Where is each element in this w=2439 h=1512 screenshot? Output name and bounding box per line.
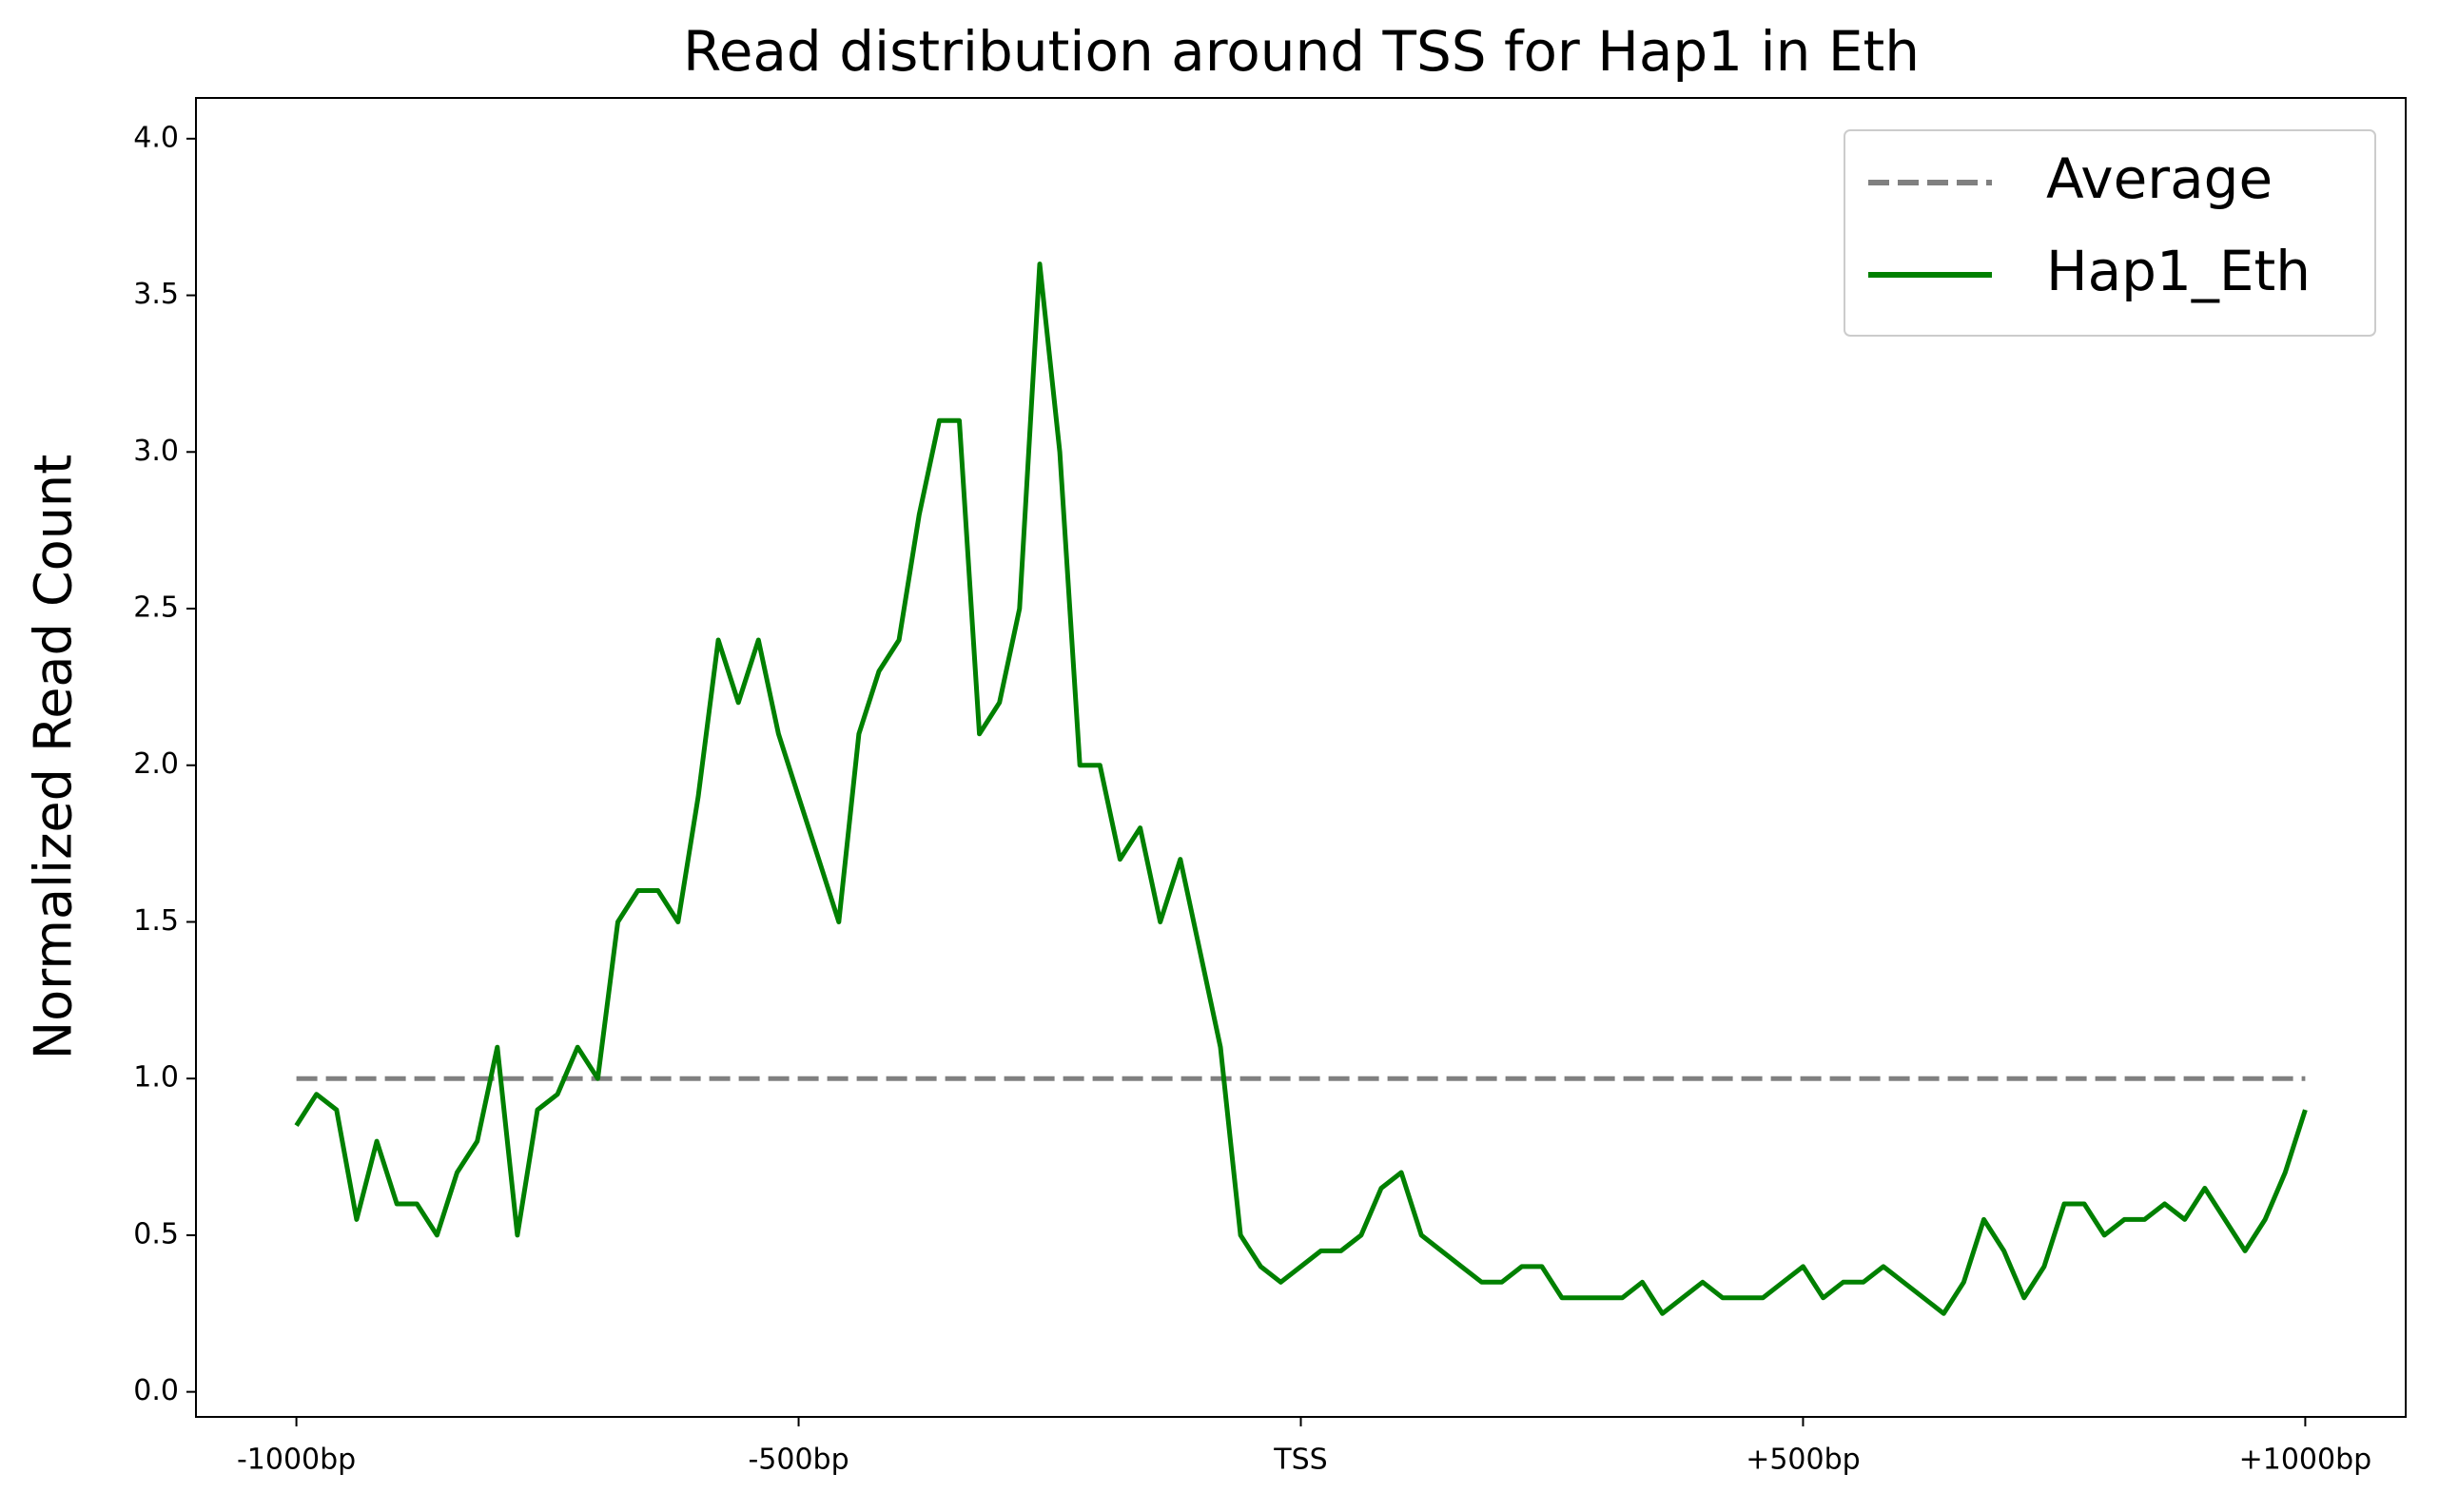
chart-title: Read distribution around TSS for Hap1 in… — [683, 19, 1920, 84]
x-tick-label: +1000bp — [2239, 1444, 2372, 1477]
x-tick-label: +500bp — [1746, 1444, 1860, 1477]
y-tick-label: 3.5 — [133, 278, 179, 311]
y-tick-label: 2.5 — [133, 591, 179, 625]
plot-frame — [195, 97, 2407, 1418]
x-tick-label: -500bp — [748, 1444, 849, 1477]
y-tick-label: 2.0 — [133, 747, 179, 781]
x-tick-label: -1000bp — [237, 1444, 356, 1477]
legend-label: Average — [2046, 146, 2273, 211]
data-line — [294, 262, 2308, 1316]
y-tick-label: 4.0 — [133, 121, 179, 154]
x-tick-label: TSS — [1273, 1444, 1327, 1477]
y-tick-label: 1.0 — [133, 1061, 179, 1095]
y-tick-label: 0.0 — [133, 1374, 179, 1407]
y-axis-label: Normalized Read Count — [24, 455, 84, 1060]
y-tick-label: 0.5 — [133, 1217, 179, 1250]
y-tick-label: 3.0 — [133, 435, 179, 468]
y-tick-label: 1.5 — [133, 904, 179, 938]
legend-label: Hap1_Eth — [2046, 239, 2311, 303]
